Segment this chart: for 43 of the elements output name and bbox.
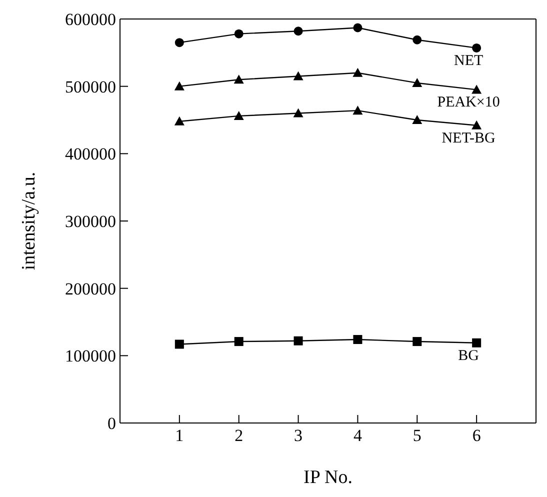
x-tick-label: 3 (294, 426, 303, 446)
point (353, 23, 362, 32)
x-tick-label: 1 (175, 426, 184, 446)
point (174, 116, 184, 126)
series-label: NET-BG (442, 130, 496, 146)
y-tick-label: 200000 (65, 279, 116, 298)
point (234, 110, 244, 120)
point (412, 78, 422, 87)
x-tick-label: 4 (353, 426, 362, 446)
point (353, 335, 362, 344)
point (174, 340, 184, 349)
point (412, 337, 422, 346)
point (294, 26, 303, 36)
point (234, 29, 244, 38)
point (352, 106, 363, 115)
point (234, 337, 244, 346)
point (174, 38, 184, 48)
y-tick-label: 0 (108, 414, 116, 434)
point (412, 35, 422, 44)
point (472, 120, 482, 130)
series-label: NET (454, 52, 484, 69)
x-tick-label: 5 (412, 426, 422, 446)
point (472, 84, 482, 94)
series-label: PEAK×10 (437, 94, 500, 111)
point (472, 43, 482, 52)
y-tick-label: 600000 (65, 10, 116, 30)
point (293, 71, 304, 80)
y-tick-label: 300000 (65, 212, 116, 232)
series-label: BG (458, 348, 480, 364)
y-tick-label: 100000 (65, 346, 116, 366)
x-tick-label: 2 (234, 426, 244, 446)
point (174, 81, 184, 90)
y-tick-label: 500000 (65, 77, 116, 96)
point (293, 108, 304, 118)
point (294, 336, 303, 346)
point (352, 68, 363, 77)
point (412, 115, 422, 124)
x-tick-label: 6 (472, 426, 481, 446)
x-axis-title: IP No. (304, 467, 352, 488)
y-axis-title: intensity/a.u. (18, 172, 40, 270)
point (234, 74, 244, 84)
y-tick-label: 400000 (65, 144, 116, 164)
point (472, 338, 482, 348)
